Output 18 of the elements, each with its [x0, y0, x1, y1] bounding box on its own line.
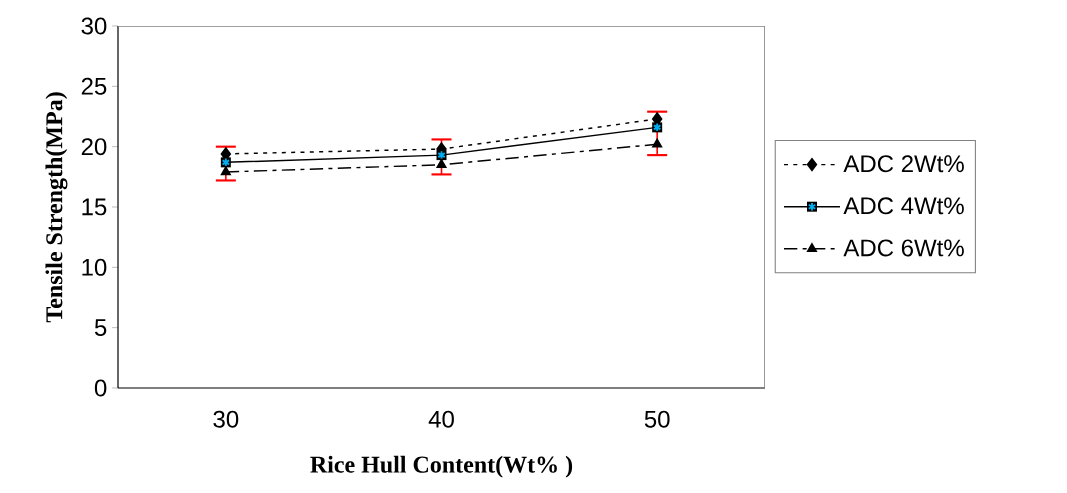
point: [220, 166, 231, 176]
y-tick-label: 20: [81, 138, 107, 156]
x-tick-label: 30: [213, 410, 239, 428]
y-tick-label: 0: [94, 379, 107, 397]
legend-label: ADC 2Wt%: [843, 155, 964, 173]
legend-label: ADC 6Wt%: [843, 239, 964, 257]
y-tick-label: 10: [82, 258, 107, 276]
y-axis-title: Tensile Strength(MPa): [45, 92, 68, 323]
x-axis-title: Rice Hull Content(Wt% ): [310, 455, 573, 478]
legend-label: ADC 4Wt%: [843, 197, 964, 215]
y-tick-label: 30: [81, 17, 107, 35]
x-tick-label: 50: [644, 410, 670, 428]
x-tick-label: 40: [428, 410, 454, 428]
y-tick-label: 25: [81, 77, 107, 95]
y-tick-label: 15: [82, 198, 107, 216]
point: [436, 159, 447, 168]
point: [652, 138, 663, 148]
y-tick-label: 5: [94, 319, 107, 337]
